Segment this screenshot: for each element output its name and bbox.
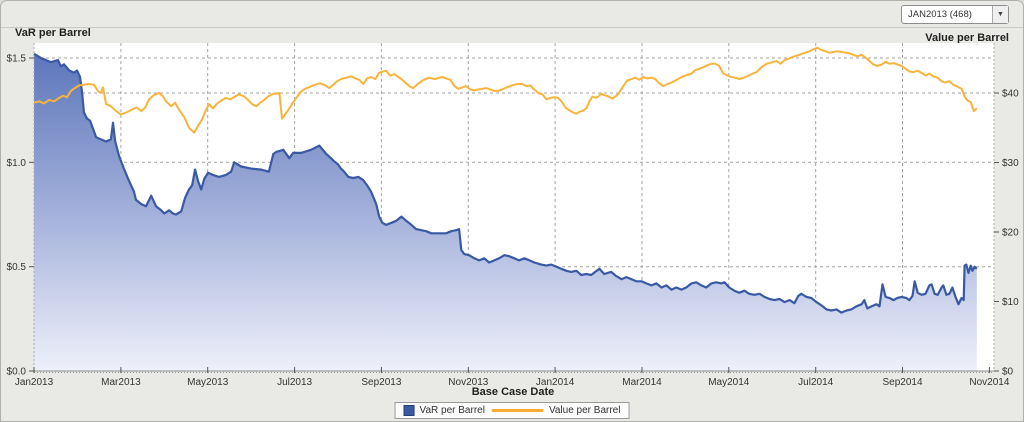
svg-text:$40: $40: [1002, 89, 1019, 100]
x-tick-marks: [33, 367, 990, 373]
x-axis-title: Base Case Date: [471, 386, 555, 398]
legend-label-value: Value per Barrel: [548, 405, 621, 416]
toolbar-separator: [1, 27, 1023, 28]
legend-item-value: Value per Barrel: [491, 405, 621, 416]
right-tick-labels: $0 $10 $20 $30 $40: [1002, 89, 1019, 378]
svg-text:Sep2014: Sep2014: [882, 377, 922, 388]
dropdown-selected-value[interactable]: JAN2013 (468): [908, 9, 972, 20]
svg-text:Mar2013: Mar2013: [101, 377, 141, 388]
chart-plot: Jan2013 Mar2013 May2013 Jul2013 Sep2013 Nov20…: [7, 43, 1019, 388]
left-tick-labels: $0.0 $0.5 $1.0 $1.5: [7, 54, 27, 378]
var-area: [34, 53, 977, 372]
base-case-dropdown[interactable]: JAN2013 (468) ▼: [901, 5, 1009, 24]
left-axis-title: VaR per Barrel: [15, 27, 91, 39]
x-tick-labels: Jan2013 Mar2013 May2013 Jul2013 Sep2013 Nov20…: [15, 377, 1010, 388]
svg-text:May2013: May2013: [187, 377, 229, 388]
svg-text:$0.0: $0.0: [7, 367, 27, 378]
left-tick-marks: [29, 57, 34, 372]
svg-text:Jul2014: Jul2014: [798, 377, 833, 388]
value-swatch-icon: [491, 409, 544, 412]
svg-text:Jan2013: Jan2013: [15, 377, 54, 388]
chart-legend: VaR per Barrel Value per Barrel: [394, 402, 630, 419]
svg-text:May2014: May2014: [708, 377, 750, 388]
svg-text:$0: $0: [1002, 367, 1014, 378]
svg-text:$1.5: $1.5: [7, 54, 27, 65]
legend-item-var: VaR per Barrel: [403, 405, 485, 416]
svg-text:$20: $20: [1002, 228, 1019, 239]
svg-text:$1.0: $1.0: [7, 158, 27, 169]
svg-text:Jul2013: Jul2013: [277, 377, 312, 388]
svg-text:Sep2013: Sep2013: [361, 377, 401, 388]
value-line: [33, 46, 978, 134]
svg-text:$0.5: $0.5: [7, 262, 27, 273]
svg-text:Mar2014: Mar2014: [622, 377, 662, 388]
var-line: [33, 52, 978, 314]
svg-text:$30: $30: [1002, 158, 1019, 169]
svg-text:Nov2014: Nov2014: [969, 377, 1009, 388]
svg-text:Jan2014: Jan2014: [536, 377, 575, 388]
svg-text:Nov2013: Nov2013: [448, 377, 488, 388]
var-swatch-icon: [403, 405, 415, 416]
chevron-down-icon[interactable]: ▼: [992, 6, 1008, 23]
right-tick-marks: [994, 92, 999, 372]
svg-text:$10: $10: [1002, 297, 1019, 308]
legend-label-var: VaR per Barrel: [419, 405, 485, 416]
right-axis-title: Value per Barrel: [925, 32, 1009, 44]
